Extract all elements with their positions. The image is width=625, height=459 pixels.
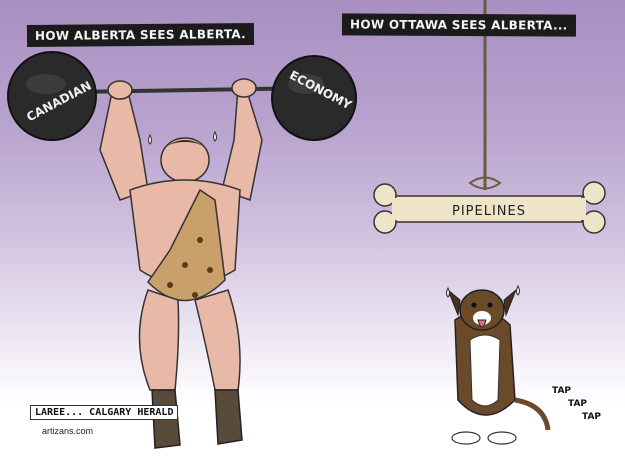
artist-signature: LAREE... CALGARY HERALD: [30, 405, 179, 420]
bone-label: PIPELINES: [452, 204, 526, 219]
caption-ottawa-view: HOW OTTAWA SEES ALBERTA...: [341, 13, 576, 37]
dog: [446, 284, 551, 445]
caption-alberta-view: HOW ALBERTA SEES ALBERTA.: [26, 23, 255, 47]
strongman: [99, 78, 263, 449]
tap-word-1: TAP: [552, 386, 571, 396]
left-weight: CANADIAN: [7, 51, 97, 141]
rope-knot: [468, 176, 502, 190]
right-weight: ECONOMY: [271, 55, 357, 141]
pipelines-bone: PIPELINES: [373, 181, 606, 234]
credit-text: artizans.com: [42, 426, 94, 436]
tap-word-3: TAP: [582, 412, 601, 422]
tap-word-2: TAP: [568, 399, 587, 409]
